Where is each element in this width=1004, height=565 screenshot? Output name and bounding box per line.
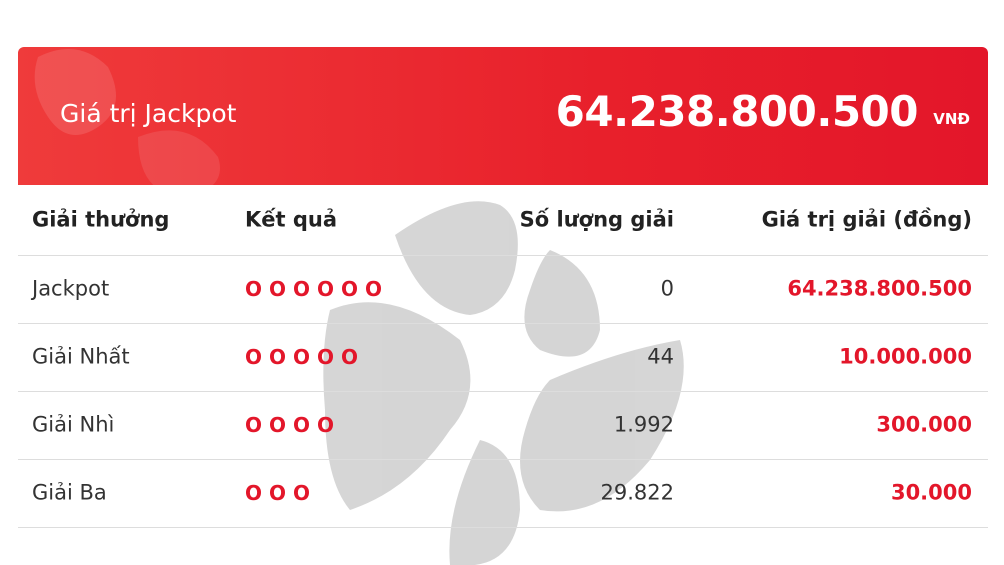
result-balls: OOOO xyxy=(245,413,342,437)
winner-count: 29.822 xyxy=(600,480,674,505)
row-divider xyxy=(18,391,988,392)
prize-name: Giải Nhì xyxy=(32,412,115,437)
header-decoration xyxy=(34,49,220,185)
prize-value: 300.000 xyxy=(876,412,972,437)
jackpot-amount: 64.238.800.500 xyxy=(555,87,919,136)
column-header: Số lượng giải xyxy=(519,207,674,232)
prize-name: Giải Nhất xyxy=(32,344,130,369)
prize-value: 64.238.800.500 xyxy=(787,276,972,301)
row-divider xyxy=(18,255,988,256)
watermark xyxy=(323,201,684,565)
prize-name: Giải Ba xyxy=(32,480,107,505)
winner-count: 0 xyxy=(660,276,674,301)
result-balls: OOOOOO xyxy=(245,277,390,301)
column-header: Giá trị giải (đồng) xyxy=(761,207,972,232)
winner-count: 44 xyxy=(647,344,674,369)
jackpot-label: Giá trị Jackpot xyxy=(60,99,237,128)
prize-value: 30.000 xyxy=(890,480,972,505)
jackpot-header: Giá trị Jackpot 64.238.800.500 VNĐ xyxy=(18,47,988,185)
result-balls: OOO xyxy=(245,481,318,505)
winner-count: 1.992 xyxy=(613,412,674,437)
column-header: Giải thưởng xyxy=(32,207,170,232)
currency-unit: VNĐ xyxy=(933,110,970,128)
row-divider xyxy=(18,323,988,324)
result-balls: OOOOO xyxy=(245,345,366,369)
row-divider xyxy=(18,459,988,460)
column-header: Kết quả xyxy=(245,207,338,232)
prize-name: Jackpot xyxy=(32,276,110,301)
prize-value: 10.000.000 xyxy=(839,344,972,369)
row-divider xyxy=(18,527,988,528)
